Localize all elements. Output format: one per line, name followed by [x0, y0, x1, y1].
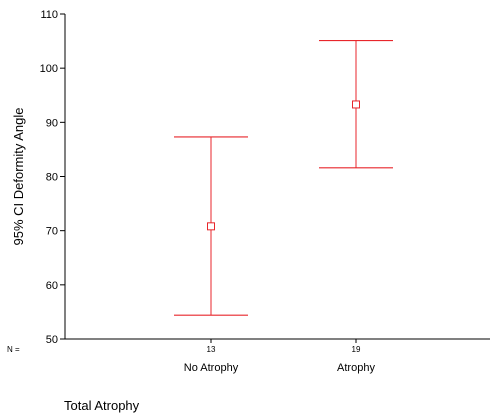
mean-marker — [352, 100, 360, 109]
n-count-label: 13 — [207, 345, 216, 354]
x-axis-title: Total Atrophy — [64, 398, 140, 413]
x-category-label: Atrophy — [337, 362, 375, 374]
mean-marker — [207, 222, 215, 231]
n-count-label: 19 — [352, 345, 361, 354]
y-tick-label: 60 — [46, 280, 58, 292]
y-tick-label: 70 — [46, 226, 58, 238]
y-tick-label: 50 — [46, 334, 58, 346]
y-tick-label: 80 — [46, 172, 58, 184]
x-category-label: No Atrophy — [184, 362, 239, 374]
y-axis-title: 95% CI Deformity Angle — [11, 107, 26, 245]
y-tick-label: 110 — [40, 9, 58, 21]
n-prefix-label: N = — [7, 345, 20, 354]
y-tick-label: 100 — [40, 63, 58, 75]
y-tick-label: 90 — [46, 117, 58, 129]
